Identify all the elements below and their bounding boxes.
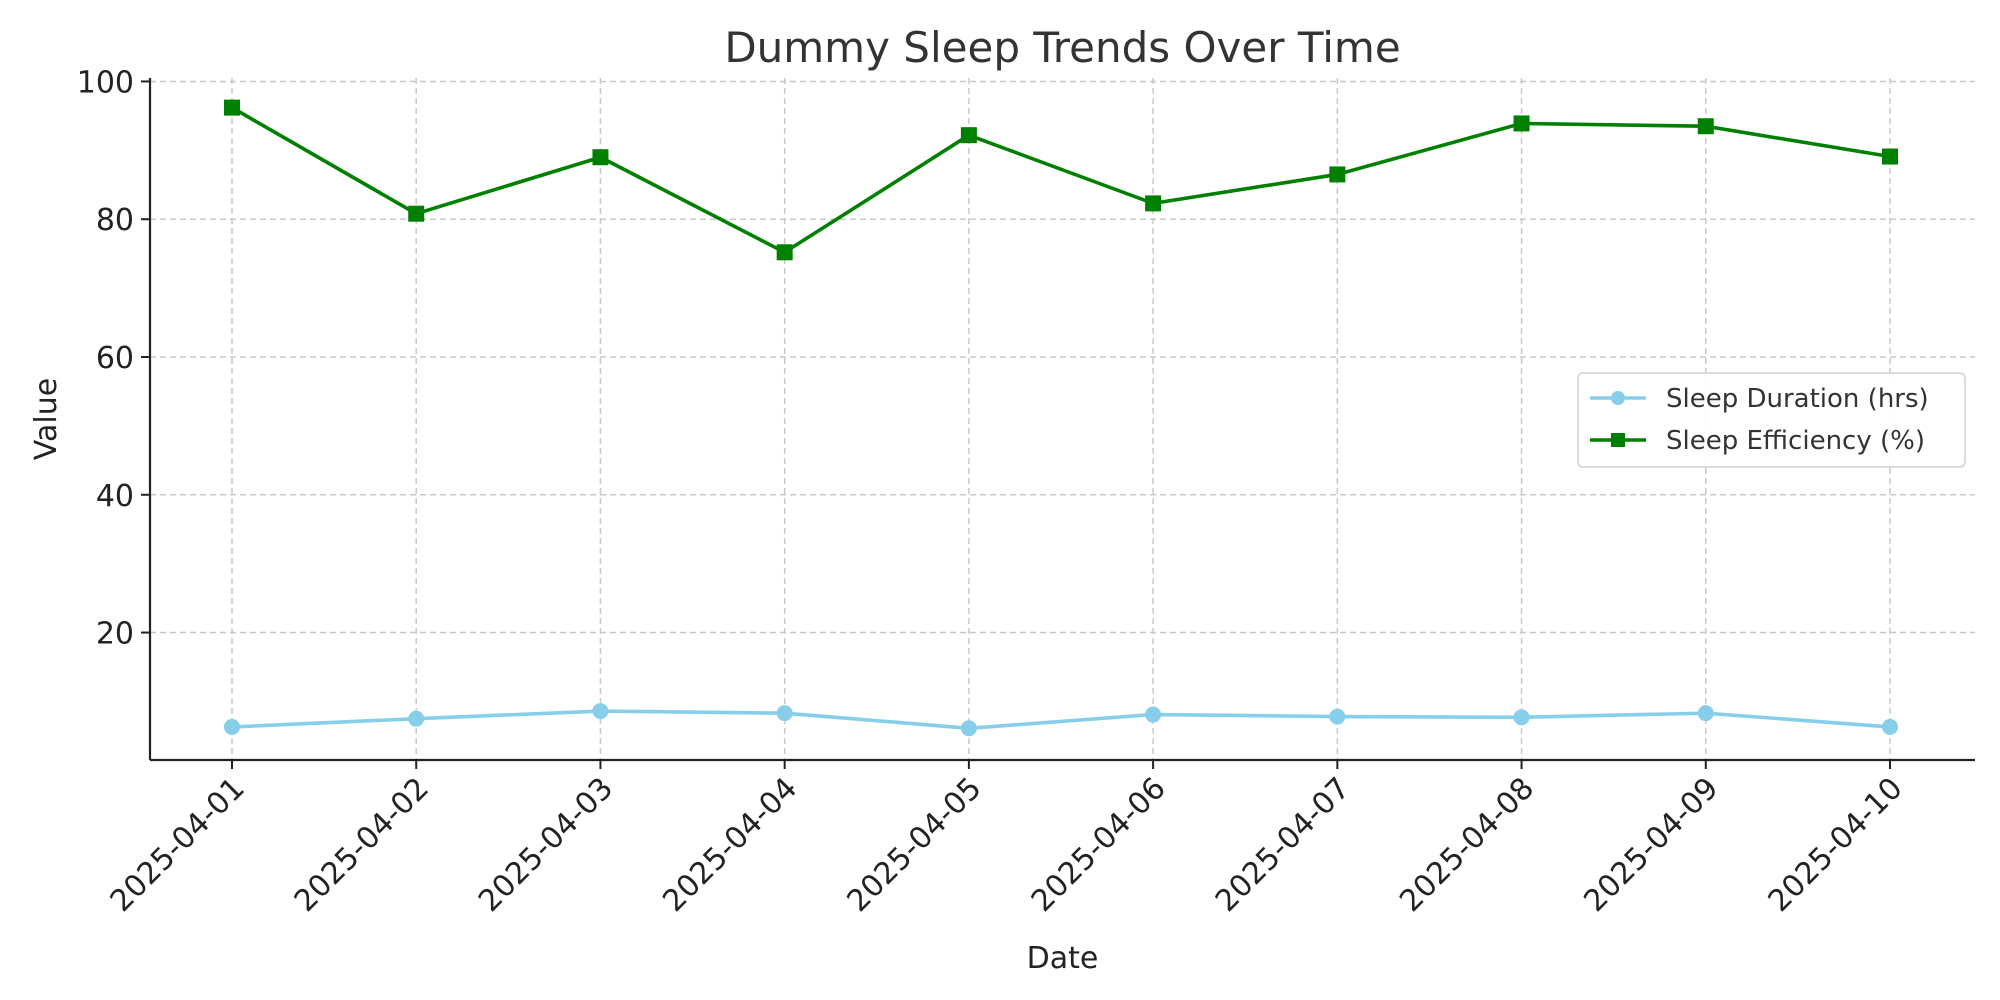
x-tick-label: 2025-04-09 <box>1577 771 1725 919</box>
x-tick-label: 2025-04-03 <box>472 771 620 919</box>
data-point <box>408 205 425 222</box>
data-point <box>224 99 240 116</box>
legend: Sleep Duration (hrs) Sleep Efficiency (%) <box>1577 372 1966 468</box>
legend-marker <box>1611 391 1625 405</box>
data-point <box>1145 195 1162 212</box>
data-point <box>960 127 977 144</box>
data-point <box>776 705 793 722</box>
data-point <box>1697 118 1714 135</box>
x-tick-label: 2025-04-10 <box>1762 771 1910 919</box>
data-point <box>408 710 425 727</box>
x-axis-label: Date <box>1027 941 1099 976</box>
data-point <box>592 149 609 166</box>
data-point <box>1329 166 1346 183</box>
series-line <box>231 106 1891 255</box>
x-tick-label: 2025-04-08 <box>1393 771 1541 919</box>
data-point <box>1513 709 1530 726</box>
data-point <box>776 244 793 261</box>
x-tick-label: 2025-04-05 <box>841 771 989 919</box>
legend-entry: Sleep Duration (hrs) <box>1590 384 1929 414</box>
data-point <box>1697 705 1714 722</box>
chart-title: Dummy Sleep Trends Over Time <box>724 23 1400 72</box>
grid <box>150 78 1975 760</box>
legend-entry: Sleep Efficiency (%) <box>1590 426 1925 456</box>
data-point <box>1329 708 1346 725</box>
x-tick-label: 2025-04-07 <box>1209 771 1357 919</box>
data-point <box>1882 148 1898 165</box>
data-point <box>1513 115 1530 132</box>
x-tick-label: 2025-04-01 <box>104 771 252 919</box>
series-sleep-duration <box>224 703 1898 737</box>
series-layer <box>224 99 1898 737</box>
axes: 2025-04-01 2025-04-02 2025-04-03 2025-04-04… <box>77 65 1975 919</box>
legend-marker <box>1611 433 1625 447</box>
series-line <box>231 709 1891 731</box>
x-tick-label: 2025-04-02 <box>288 771 436 919</box>
y-tick-label: 40 <box>96 479 134 514</box>
data-point <box>960 720 977 737</box>
series-sleep-efficiency <box>224 99 1898 261</box>
y-tick-label: 20 <box>96 617 134 652</box>
y-tick-label: 100 <box>77 65 134 100</box>
legend-label: Sleep Efficiency (%) <box>1666 426 1925 456</box>
y-tick-label: 60 <box>96 341 134 376</box>
legend-label: Sleep Duration (hrs) <box>1666 384 1929 414</box>
data-point <box>1145 706 1162 723</box>
y-axis-label: Value <box>29 378 64 460</box>
legend-box <box>1577 372 1966 468</box>
x-tick-label: 2025-04-06 <box>1025 771 1173 919</box>
x-tick-label: 2025-04-04 <box>656 771 804 919</box>
data-point <box>1882 718 1898 735</box>
data-point <box>224 718 240 735</box>
data-point <box>592 703 609 720</box>
y-tick-label: 80 <box>96 203 134 238</box>
